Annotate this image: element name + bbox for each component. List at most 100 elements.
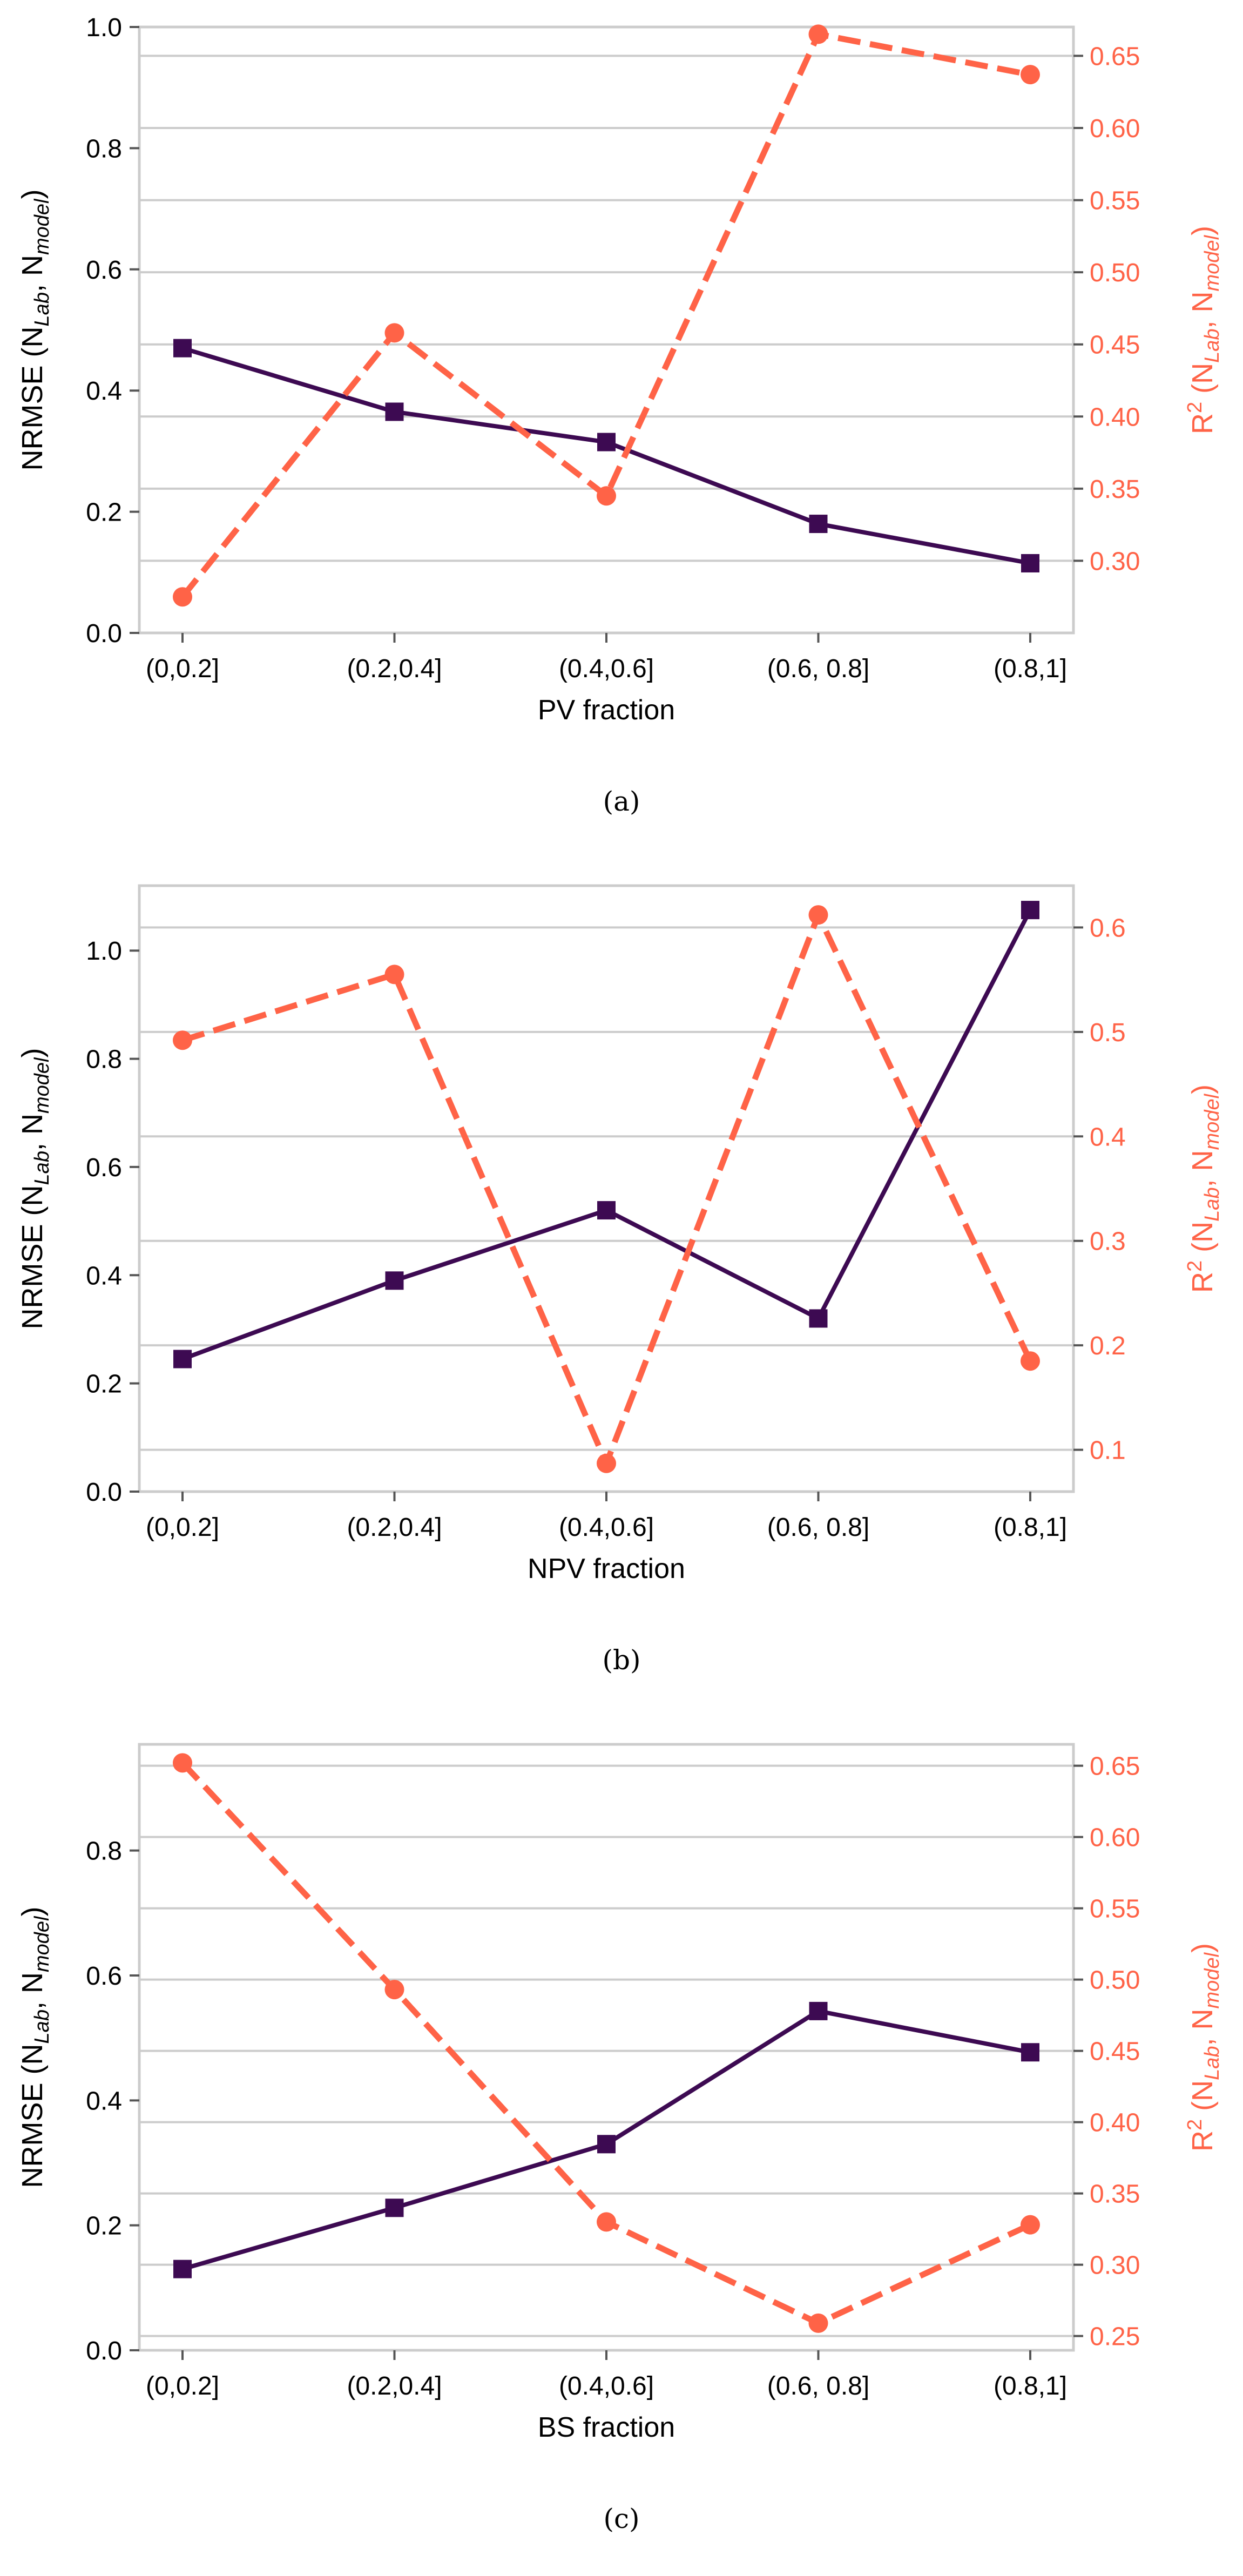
y2-tick-label: 0.50 [1090, 259, 1140, 287]
plot-frame [138, 1743, 1075, 2352]
x-tick-label: (0,0.2] [146, 655, 219, 683]
nrmse-point [173, 1350, 192, 1368]
x-tick-label: (0.4,0.6] [559, 2372, 654, 2400]
y2-tick-label: 0.35 [1090, 2180, 1140, 2209]
nrmse-point [809, 1309, 828, 1328]
r2-point [1021, 2215, 1040, 2235]
r2-point [597, 1453, 616, 1473]
chart-svg: 0.0 0.2 0.4 0.6 0.8 1.0 0.1 0.2 0.3 0.4 0.5 0.6 (0,0… [16, 884, 1224, 1584]
nrmse-point [597, 433, 616, 451]
y-tick-label: 0.2 [86, 1370, 122, 1399]
nrmse-point [597, 1201, 616, 1220]
y2-tick-label: 0.55 [1090, 187, 1140, 215]
y-tick-label: 0.0 [86, 619, 122, 648]
y-tick-label: 0.4 [86, 377, 122, 406]
y2-axis-label: R2 (NLab, Nmodel) [1184, 226, 1224, 434]
x-tick-label: (0.8,1] [994, 2372, 1067, 2400]
y-tick-label: 0.8 [86, 1046, 122, 1074]
y-tick-label: 0.0 [86, 1478, 122, 1507]
x-axis-label: BS fraction [538, 2412, 675, 2443]
plot-frame [138, 884, 1075, 1493]
x-tick-label: (0.6, 0.8] [767, 2372, 869, 2400]
nrmse-point [597, 2135, 616, 2154]
y2-tick-label: 0.60 [1090, 1824, 1140, 1852]
nrmse-point [1021, 2043, 1039, 2062]
panel-caption: (b) [602, 1644, 641, 1676]
series-line-r2 [180, 31, 1031, 599]
y2-tick-label: 0.30 [1090, 547, 1140, 576]
panel-caption: (a) [603, 786, 640, 817]
y-tick-label: 0.2 [86, 2212, 122, 2241]
y-tick-label: 0.6 [86, 256, 122, 285]
series-line-nrmse [181, 346, 1031, 565]
r2-point [808, 24, 828, 44]
chart-svg: 0.0 0.2 0.4 0.6 0.8 1.0 0.30 0.35 0.40 0.45 0.50 0.… [16, 14, 1224, 726]
y-tick-label: 1.0 [86, 14, 122, 42]
y2-tick-label: 0.30 [1090, 2251, 1140, 2280]
x-axis-label: PV fraction [538, 694, 675, 726]
r2-point [173, 1753, 192, 1773]
nrmse-point [385, 1271, 404, 1290]
y-tick-label: 0.4 [86, 1262, 122, 1290]
x-tick-label: (0.6, 0.8] [767, 655, 869, 683]
r2-point [384, 1980, 404, 2000]
chart-svg: 0.0 0.2 0.4 0.6 0.8 0.25 0.30 0.35 0.40 0.45 0.50 0… [16, 1743, 1224, 2443]
y2-tick-label: 0.35 [1090, 475, 1140, 504]
y2-tick-label: 0.45 [1090, 331, 1140, 360]
r2-point [808, 905, 828, 925]
y2-tick-label: 0.2 [1090, 1332, 1126, 1360]
plot-frame [138, 25, 1075, 635]
nrmse-point [809, 2001, 828, 2020]
y2-tick-label: 0.60 [1090, 114, 1140, 143]
y-tick-label: 0.4 [86, 2087, 122, 2115]
x-tick-label: (0.2,0.4] [347, 655, 442, 683]
y-tick-label: 1.0 [86, 937, 122, 966]
nrmse-point [173, 339, 192, 358]
y2-tick-label: 0.1 [1090, 1437, 1126, 1465]
chart-panel-b: 0.0 0.2 0.4 0.6 0.8 1.0 0.1 0.2 0.3 0.4 0.5 0.6 (0,0… [0, 859, 1243, 1717]
y2-tick-label: 0.3 [1090, 1228, 1126, 1256]
x-tick-label: (0.4,0.6] [559, 655, 654, 683]
y2-tick-label: 0.55 [1090, 1895, 1140, 1924]
r2-point [173, 587, 192, 607]
y2-axis-label: R2 (NLab, Nmodel) [1184, 1084, 1224, 1293]
r2-point [808, 2313, 828, 2333]
x-tick-label: (0.2,0.4] [347, 2372, 442, 2400]
y-tick-label: 0.8 [86, 1837, 122, 1866]
y-tick-label: 0.2 [86, 498, 122, 527]
nrmse-point [809, 515, 828, 534]
x-tick-label: (0,0.2] [146, 2372, 219, 2400]
chart-panel-a: 0.0 0.2 0.4 0.6 0.8 1.0 0.30 0.35 0.40 0.45 0.50 0.… [0, 0, 1243, 859]
nrmse-point [1021, 554, 1039, 572]
r2-point [597, 2212, 616, 2232]
y2-tick-label: 0.6 [1090, 914, 1126, 942]
y2-tick-label: 0.40 [1090, 403, 1140, 431]
y-axis-label: NRMSE (NLab, Nmodel) [16, 1907, 53, 2188]
y-tick-label: 0.8 [86, 134, 122, 163]
r2-point [597, 486, 616, 506]
x-tick-label: (0.8,1] [994, 655, 1067, 683]
chart-panel-c: 0.0 0.2 0.4 0.6 0.8 0.25 0.30 0.35 0.40 0.45 0.50 0… [0, 1717, 1243, 2576]
series-line-r2 [181, 912, 1033, 1467]
y-axis-label: NRMSE (NLab, Nmodel) [16, 190, 53, 471]
nrmse-point [385, 2199, 404, 2217]
panel-caption: (c) [603, 2503, 640, 2534]
nrmse-point [173, 2260, 192, 2278]
x-tick-label: (0.4,0.6] [559, 1513, 654, 1542]
x-tick-label: (0,0.2] [146, 1513, 219, 1542]
x-tick-label: (0.6, 0.8] [767, 1513, 869, 1542]
r2-point [1021, 65, 1040, 85]
y2-tick-label: 0.65 [1090, 42, 1140, 71]
y2-tick-label: 0.25 [1090, 2323, 1140, 2351]
x-axis-label: NPV fraction [528, 1553, 685, 1584]
y2-tick-label: 0.65 [1090, 1752, 1140, 1781]
x-tick-label: (0.2,0.4] [347, 1513, 442, 1542]
y2-tick-label: 0.50 [1090, 1966, 1140, 1995]
nrmse-point [385, 402, 404, 421]
y2-axis-label: R2 (NLab, Nmodel) [1184, 1943, 1224, 2152]
r2-point [384, 965, 404, 984]
r2-point [1021, 1351, 1040, 1371]
r2-point [173, 1030, 192, 1050]
series-line-r2 [180, 1761, 1032, 2327]
